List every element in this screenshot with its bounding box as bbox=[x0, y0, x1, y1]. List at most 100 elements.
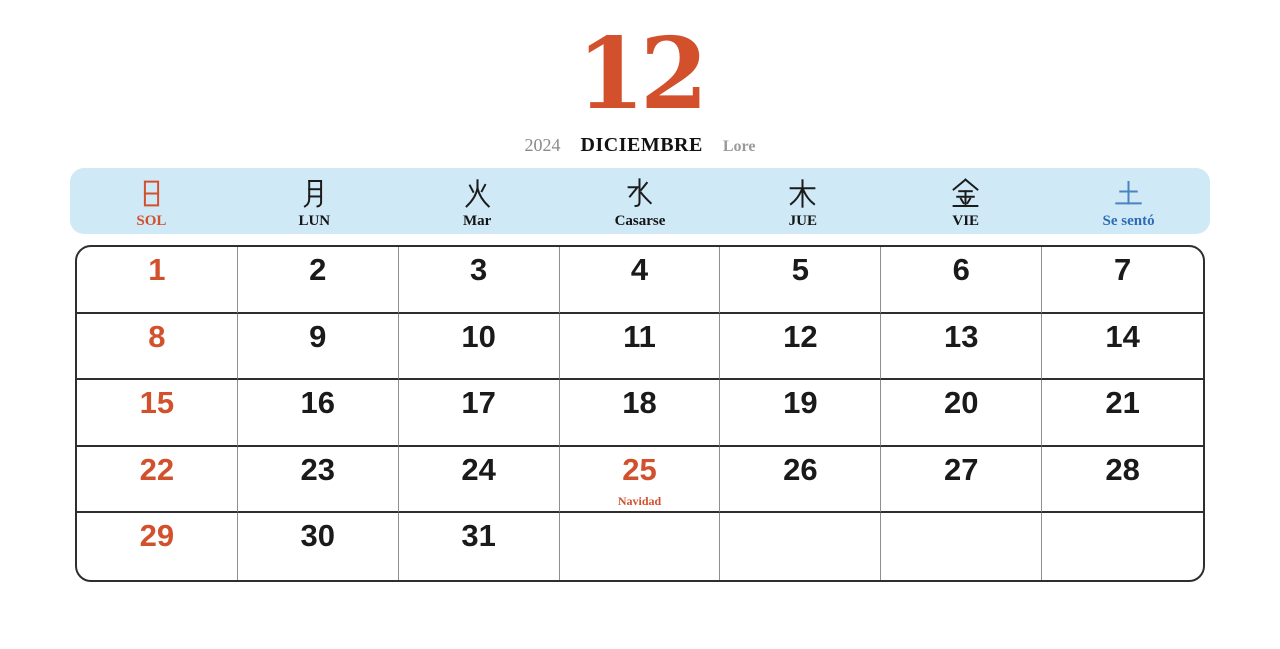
day-cell-17: 17 bbox=[398, 380, 560, 447]
weekday-label: Casarse bbox=[614, 213, 666, 229]
day-number: 11 bbox=[623, 318, 656, 354]
day-cell-12: 12 bbox=[720, 313, 882, 381]
day-cell-14: 14 bbox=[1042, 314, 1203, 381]
day-number: 2 bbox=[309, 252, 327, 287]
day-cell-24: 24 bbox=[398, 446, 560, 514]
weekday-6: 土 Se sentó bbox=[1047, 168, 1210, 234]
month-name-label: DICIEMBRE bbox=[580, 134, 703, 156]
day-number: 7 bbox=[1113, 252, 1132, 287]
day-number: 21 bbox=[1105, 385, 1140, 421]
weekday-label: LUN bbox=[298, 213, 331, 229]
day-cell-6: 6 bbox=[881, 247, 1043, 314]
day-number: 3 bbox=[470, 252, 488, 287]
day-note: Navidad bbox=[617, 494, 662, 509]
day-cell-20: 20 bbox=[881, 380, 1043, 447]
weekday-3: 水 Casarse bbox=[559, 168, 722, 234]
day-cell-5: 5 bbox=[720, 247, 882, 314]
year-label: 2024 bbox=[524, 135, 561, 155]
day-number: 24 bbox=[461, 451, 496, 487]
weekday-2: 火 Mar bbox=[396, 168, 559, 234]
weekday-5: 金 VIE bbox=[884, 168, 1047, 234]
day-cell-22: 22 bbox=[77, 446, 238, 514]
day-cell-16: 16 bbox=[237, 380, 399, 447]
weekday-label: Mar bbox=[462, 213, 492, 229]
calendar-grid: 1 2 3 4 5 6 7 8 9 10 11 12 13 14 15 16 17 18 19 20 21 22 23 24 2… bbox=[75, 245, 1205, 582]
day-number: 6 bbox=[952, 252, 970, 287]
day-cell-2: 2 bbox=[237, 247, 399, 314]
day-number: 27 bbox=[943, 451, 979, 487]
weekday-label: JUE bbox=[788, 213, 818, 229]
weekday-label: VIE bbox=[952, 213, 980, 229]
day-number: 19 bbox=[783, 385, 818, 421]
day-cell-19: 19 bbox=[720, 380, 882, 447]
day-number: 22 bbox=[139, 451, 175, 487]
day-number: 1 bbox=[148, 252, 166, 287]
day-number: 8 bbox=[148, 318, 166, 354]
day-cell-27: 27 bbox=[881, 446, 1043, 514]
weekday-4: 木 JUE bbox=[721, 168, 884, 234]
day-number: 13 bbox=[943, 318, 979, 354]
day-number: 18 bbox=[622, 385, 657, 421]
weekday-label: SOL bbox=[136, 213, 167, 229]
day-cell-23: 23 bbox=[237, 446, 399, 514]
day-number bbox=[560, 513, 720, 520]
day-number: 30 bbox=[300, 518, 336, 554]
day-number: 29 bbox=[139, 518, 175, 554]
day-cell-29: 29 bbox=[77, 513, 238, 580]
day-cell-empty bbox=[881, 513, 1043, 580]
day-number: 28 bbox=[1105, 451, 1140, 487]
day-cell-7: 7 bbox=[1042, 247, 1203, 314]
day-number: 9 bbox=[309, 318, 327, 354]
weekday-kanji-icon: 土 bbox=[1112, 175, 1145, 211]
day-number: 15 bbox=[139, 385, 175, 421]
weekday-kanji-icon: 金 bbox=[949, 175, 982, 211]
day-number bbox=[720, 513, 880, 520]
day-cell-4: 4 bbox=[559, 247, 721, 314]
day-cell-1: 1 bbox=[77, 247, 238, 314]
day-cell-26: 26 bbox=[720, 446, 882, 514]
weekday-kanji-icon: 水 bbox=[623, 175, 656, 211]
day-number: 17 bbox=[461, 385, 496, 421]
subtitle-row: 2024 DICIEMBRE Lore bbox=[70, 134, 1210, 160]
day-number: 31 bbox=[461, 518, 496, 554]
day-cell-8: 8 bbox=[77, 313, 238, 381]
weekday-header-band: 日 SOL 月 LUN 火 Mar 水 Casarse 木 JUE 金 VIE 土 Se sentó bbox=[70, 168, 1210, 234]
day-number: 20 bbox=[943, 385, 979, 421]
weekday-0: 日 SOL bbox=[70, 168, 233, 234]
weekday-kanji-icon: 木 bbox=[786, 175, 819, 211]
day-cell-13: 13 bbox=[881, 313, 1043, 381]
day-cell-empty bbox=[1042, 513, 1203, 580]
day-number: 5 bbox=[791, 252, 809, 287]
day-number bbox=[881, 513, 1041, 520]
day-number bbox=[1042, 513, 1203, 520]
weekday-1: 月 LUN bbox=[233, 168, 396, 234]
day-cell-28: 28 bbox=[1042, 447, 1203, 514]
day-number: 26 bbox=[783, 451, 818, 487]
day-cell-3: 3 bbox=[398, 247, 560, 314]
day-cell-21: 21 bbox=[1042, 380, 1203, 447]
weekday-label: Se sentó bbox=[1102, 213, 1155, 229]
month-number: 12 bbox=[576, 17, 708, 132]
day-number: 10 bbox=[461, 318, 496, 354]
day-number: 25 bbox=[622, 451, 657, 487]
weekday-kanji-icon: 月 bbox=[298, 175, 331, 211]
day-number: 16 bbox=[300, 385, 336, 421]
day-number: 12 bbox=[783, 318, 818, 354]
day-cell-empty bbox=[720, 513, 882, 580]
day-cell-30: 30 bbox=[238, 513, 399, 580]
weekday-kanji-icon: 日 bbox=[135, 175, 168, 211]
calendar-page: 12 2024 DICIEMBRE Lore 日SOL月LUN火Mar水Casa… bbox=[70, 22, 1210, 582]
day-cell-9: 9 bbox=[237, 313, 399, 381]
day-number: 4 bbox=[630, 252, 649, 287]
day-cell-31: 31 bbox=[399, 513, 560, 580]
day-number: 14 bbox=[1105, 318, 1140, 354]
subtitle-note: Lore bbox=[722, 138, 756, 155]
day-cell-15: 15 bbox=[77, 380, 238, 447]
day-number: 23 bbox=[300, 451, 336, 487]
day-cell-18: 18 bbox=[559, 380, 721, 447]
day-cell-25: 25 Navidad bbox=[559, 446, 721, 514]
weekday-kanji-icon: 火 bbox=[461, 175, 494, 211]
day-cell-empty bbox=[560, 513, 721, 580]
day-cell-11: 11 bbox=[559, 313, 721, 381]
day-cell-10: 10 bbox=[398, 313, 560, 381]
